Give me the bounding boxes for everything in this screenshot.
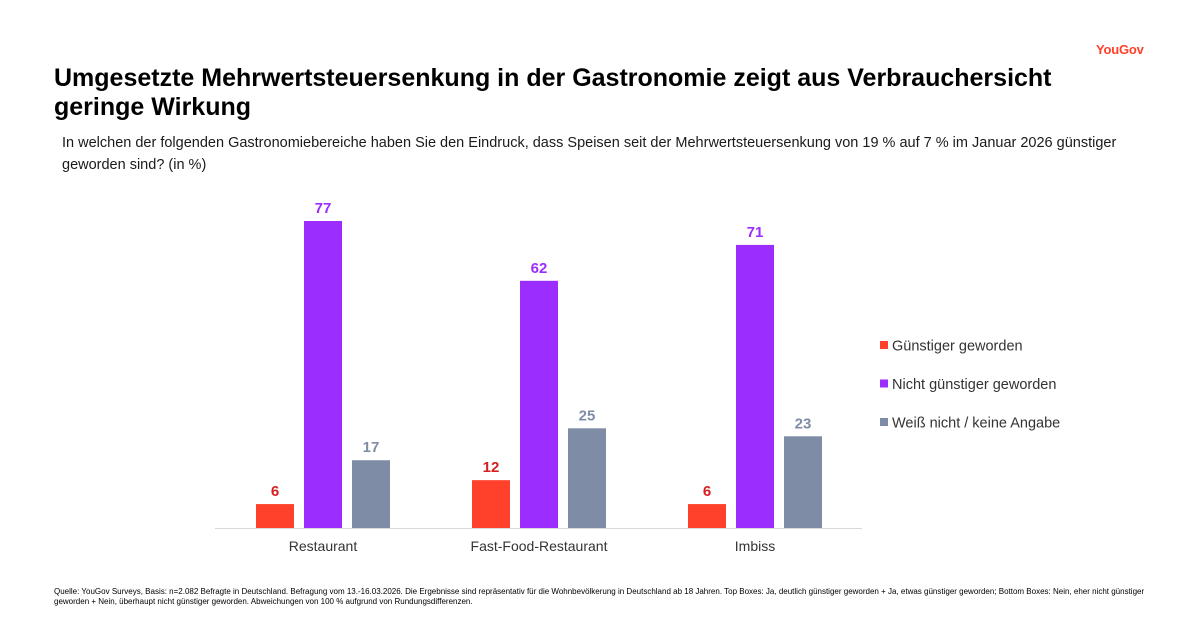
chart-subtitle: In welchen der folgenden Gastronomiebere…	[62, 135, 1117, 173]
x-tick-label-imbiss: Imbiss	[735, 538, 775, 554]
data-label-restaurant-series-3: 17	[363, 439, 380, 456]
data-label-fast-food-restaurant-series-3: 25	[579, 407, 596, 424]
legend-label-series-3: Weiß nicht / keine Angabe	[892, 416, 1060, 432]
bar-fast-food-restaurant-series-3	[568, 428, 606, 528]
data-label-fast-food-restaurant-series-2: 62	[531, 260, 548, 277]
chart-title: Umgesetzte Mehrwertsteuersenkung in der …	[54, 64, 1052, 121]
x-tick-label-restaurant: Restaurant	[289, 538, 358, 554]
data-label-restaurant-series-2: 77	[315, 200, 332, 217]
x-tick-label-fast-food-restaurant: Fast-Food-Restaurant	[471, 538, 608, 554]
data-label-restaurant-series-1: 6	[271, 483, 279, 500]
bar-restaurant-series-2	[304, 221, 342, 528]
bar-imbiss-series-1	[688, 504, 726, 528]
bar-fast-food-restaurant-series-1	[472, 480, 510, 528]
yougov-logo: YouGov	[1096, 42, 1144, 57]
data-label-fast-food-restaurant-series-1: 12	[483, 459, 500, 476]
legend-swatch-series-1	[880, 341, 888, 349]
legend-swatch-series-3	[880, 418, 888, 426]
data-label-imbiss-series-3: 23	[795, 415, 812, 432]
data-label-imbiss-series-2: 71	[747, 224, 764, 241]
bar-restaurant-series-3	[352, 460, 390, 528]
legend-label-series-1: Günstiger geworden	[892, 339, 1023, 355]
bar-imbiss-series-2	[736, 244, 774, 529]
source-footnote: Quelle: YouGov Surveys, Basis: n=2.082 B…	[54, 587, 1145, 606]
bar-imbiss-series-3	[784, 436, 822, 528]
data-label-imbiss-series-1: 6	[703, 483, 711, 500]
legend-label-series-2: Nicht günstiger geworden	[892, 377, 1056, 393]
bar-restaurant-series-1	[256, 504, 294, 528]
bar-fast-food-restaurant-series-2	[520, 280, 558, 528]
legend-swatch-series-2	[880, 379, 888, 388]
